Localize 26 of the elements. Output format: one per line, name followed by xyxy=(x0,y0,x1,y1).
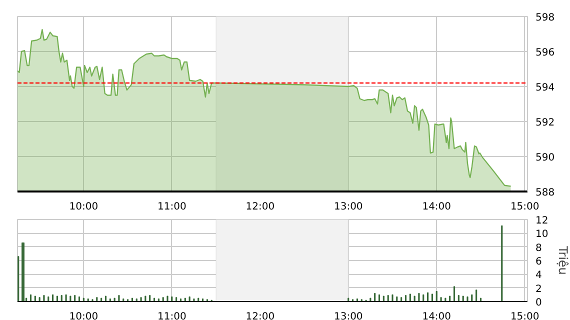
x-tick-label: 15:00 xyxy=(510,312,540,320)
y-tick-label: 598 xyxy=(536,12,555,24)
x-tick-label: 12:00 xyxy=(246,202,275,212)
x-tick-label: 15:00 xyxy=(510,202,540,212)
y-tick-label: 588 xyxy=(536,188,555,198)
y-tick-label: 596 xyxy=(536,48,555,58)
x-tick-label: 10:00 xyxy=(69,202,98,212)
y-tick-label: 2 xyxy=(536,284,542,295)
y-axis-title: Triệu xyxy=(556,245,570,275)
y-tick-label: 10 xyxy=(536,229,548,240)
y-tick-label: 592 xyxy=(536,118,555,128)
y-tick-label: 0 xyxy=(536,298,542,308)
y-tick-label: 590 xyxy=(536,152,555,164)
x-tick-label: 14:00 xyxy=(422,312,452,320)
y-tick-label: 4 xyxy=(536,270,542,282)
x-tick-label: 12:00 xyxy=(246,312,275,320)
x-tick-label: 11:00 xyxy=(158,312,186,320)
y-tick-label: 8 xyxy=(536,242,542,254)
y-tick-label: 594 xyxy=(536,82,555,94)
y-tick-label: 6 xyxy=(536,256,542,268)
x-tick-label: 11:00 xyxy=(158,202,186,212)
x-tick-label: 13:00 xyxy=(334,312,363,320)
x-tick-label: 10:00 xyxy=(69,312,98,320)
y-tick-label: 12 xyxy=(536,216,548,226)
x-tick-label: 14:00 xyxy=(422,202,452,212)
x-tick-label: 13:00 xyxy=(334,202,363,212)
